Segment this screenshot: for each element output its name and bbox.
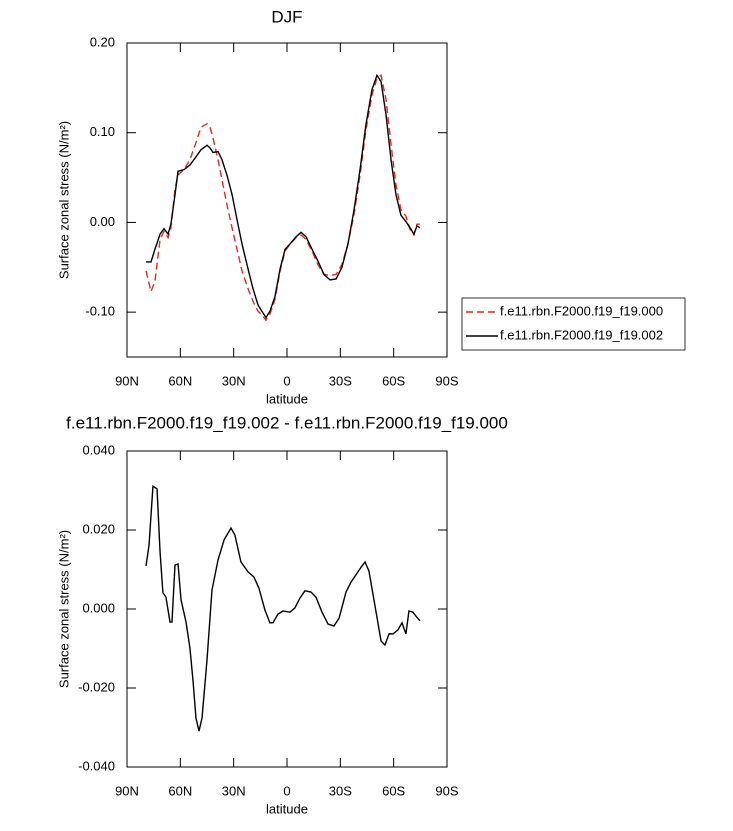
y-axis-label: Surface zonal stress (N/m²)	[56, 121, 71, 279]
y-axis-label: Surface zonal stress (N/m²)	[56, 530, 71, 688]
y-tick-label: 0.20	[90, 34, 115, 49]
y-tick-label: 0.10	[90, 124, 115, 139]
y-tick-label: 0.040	[82, 442, 115, 457]
x-tick-label: 60S	[382, 373, 405, 388]
x-tick-label: 60N	[168, 783, 192, 798]
x-tick-label: 0	[283, 373, 290, 388]
y-tick-label: -0.040	[78, 758, 115, 773]
legend-label: f.e11.rbn.F2000.f19_f19.000	[500, 303, 663, 318]
x-tick-label: 30S	[329, 373, 352, 388]
legend-label: f.e11.rbn.F2000.f19_f19.002	[500, 327, 663, 342]
y-tick-label: -0.10	[85, 304, 115, 319]
data-line	[145, 74, 420, 322]
y-tick-label: -0.020	[78, 679, 115, 694]
x-tick-label: 0	[283, 783, 290, 798]
chart-title: DJF	[271, 7, 302, 26]
x-axis-label: latitude	[266, 801, 308, 816]
legend-frame	[461, 297, 686, 351]
y-tick-label: 0.00	[90, 214, 115, 229]
data-line	[145, 484, 421, 732]
plot-frame	[126, 450, 448, 768]
x-tick-label: 90N	[115, 783, 139, 798]
x-tick-label: 60N	[168, 373, 192, 388]
x-tick-label: 90S	[435, 373, 458, 388]
x-tick-label: 60S	[382, 783, 405, 798]
x-tick-label: 30N	[222, 783, 246, 798]
data-line	[146, 73, 421, 319]
y-tick-label: 0.000	[82, 600, 115, 615]
x-tick-label: 90S	[435, 783, 458, 798]
x-tick-label: 30N	[222, 373, 246, 388]
x-tick-label: 90N	[115, 373, 139, 388]
y-tick-label: 0.020	[82, 521, 115, 536]
x-tick-label: 30S	[329, 783, 352, 798]
x-axis-label: latitude	[266, 391, 308, 406]
chart-title: f.e11.rbn.F2000.f19_f19.002 - f.e11.rbn.…	[66, 413, 508, 432]
